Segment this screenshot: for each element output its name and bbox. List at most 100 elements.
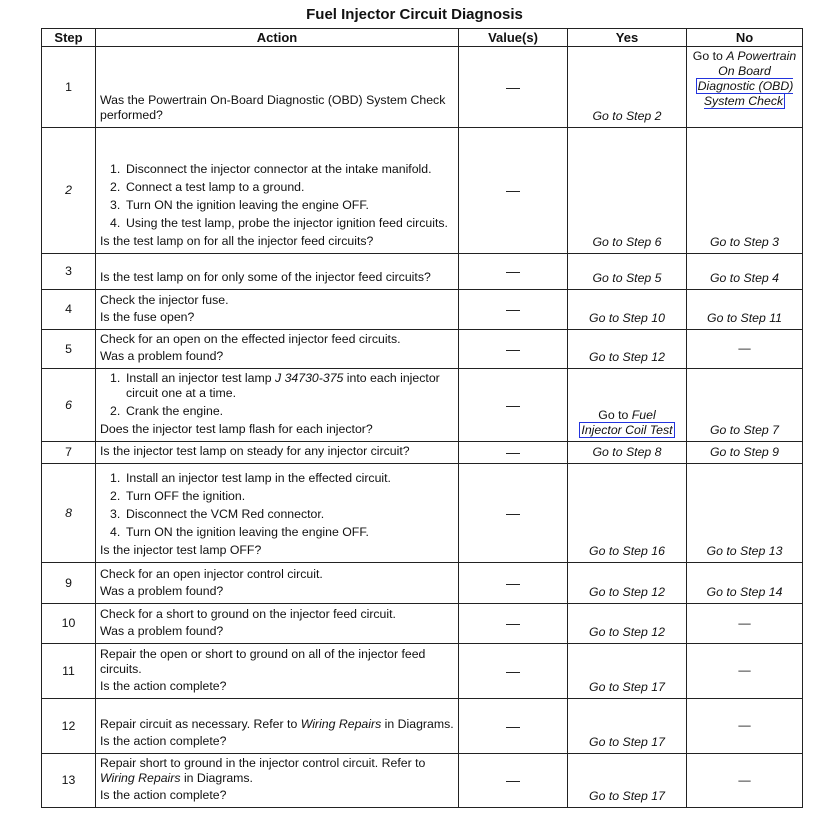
action-list-item: 1. Install an injector test lamp J 34730-…	[110, 371, 454, 401]
action-cell: Was the Powertrain On-Board Diagnostic (…	[95, 46, 459, 128]
value-cell: —	[458, 289, 568, 330]
action-text: Was a problem found?	[100, 584, 454, 599]
list-text: Turn OFF the ignition.	[126, 489, 245, 504]
list-text: Connect a test lamp to a ground.	[126, 180, 304, 195]
value-cell: —	[458, 753, 568, 808]
list-number: 1.	[110, 371, 121, 385]
text-segment: Install an injector test lamp in the eff…	[126, 471, 391, 485]
action-list-item: 4. Turn ON the ignition leaving the engin…	[110, 525, 454, 540]
list-text: Turn ON the ignition leaving the engine …	[126, 198, 369, 213]
step-number: 13	[41, 753, 96, 808]
diagnosis-table: Step Action Value(s) Yes No 1 Was the Pow…	[41, 28, 803, 808]
table-row: 13 Repair short to ground in the injector…	[41, 753, 803, 808]
text-segment: Go to Step 12	[589, 585, 665, 599]
text-segment: Check for a short to ground on the injec…	[100, 607, 396, 621]
list-number: 2.	[110, 404, 121, 418]
no-cell: Go to Step 14	[686, 562, 803, 604]
yes-cell: Go to Step 16	[567, 463, 687, 563]
text-segment: Go to Step 8	[592, 445, 662, 459]
no-cell: —	[686, 753, 803, 808]
text-segment: —	[738, 663, 751, 677]
action-text: Is the injector test lamp OFF?	[100, 543, 454, 558]
text-segment: Go to Step 10	[589, 311, 665, 325]
action-cell: 1. Install an injector test lamp in the e…	[95, 463, 459, 563]
value-cell: —	[458, 463, 568, 563]
text-segment: Wiring Repairs	[300, 717, 382, 731]
action-cell: Check for an open on the effected inject…	[95, 329, 459, 369]
cross-reference-link[interactable]: Diagnostic (OBD) System Check	[695, 78, 794, 109]
no-cell: —	[686, 329, 803, 369]
action-list-item: 3. Turn ON the ignition leaving the engin…	[110, 198, 454, 213]
header-action: Action	[95, 28, 459, 47]
text-segment: Is the injector test lamp OFF?	[100, 543, 262, 557]
action-cell: Repair circuit as necessary. Refer to Wi…	[95, 698, 459, 754]
yes-cell: Go to Step 17	[567, 698, 687, 754]
action-text: Was a problem found?	[100, 349, 454, 364]
action-list-item: 1. Install an injector test lamp in the e…	[110, 471, 454, 486]
action-text: Is the test lamp on for only some of the…	[100, 270, 454, 285]
list-number: 1.	[110, 471, 121, 485]
no-cell: Go to Step 4	[686, 253, 803, 290]
action-text: Is the test lamp on for all the injector…	[100, 234, 454, 249]
list-text: Disconnect the VCM Red connector.	[126, 507, 324, 522]
list-text: Using the test lamp, probe the injector …	[126, 216, 448, 231]
table-row: 12 Repair circuit as necessary. Refer to …	[41, 698, 803, 754]
list-number: 2.	[110, 489, 121, 503]
list-text: Install an injector test lamp in the eff…	[126, 471, 391, 486]
action-text: Is the action complete?	[100, 679, 454, 694]
step-number: 8	[41, 463, 96, 563]
step-number: 3	[41, 253, 96, 290]
yes-cell: Go to Step 6	[567, 127, 687, 254]
list-number: 3.	[110, 507, 121, 521]
text-segment: Go to	[692, 49, 727, 63]
text-segment: in Diagrams.	[381, 717, 454, 731]
action-text: Is the action complete?	[100, 734, 454, 749]
step-number: 2	[41, 127, 96, 254]
text-segment: Was a problem found?	[100, 349, 224, 363]
yes-cell: Go to Step 17	[567, 643, 687, 699]
step-number: 11	[41, 643, 96, 699]
text-segment: Check the injector fuse.	[100, 293, 229, 307]
cross-reference-link[interactable]: Injector Coil Test	[579, 422, 675, 438]
text-segment: Is the action complete?	[100, 734, 227, 748]
text-segment: Go to Step 3	[709, 235, 780, 249]
text-segment: Is the fuse open?	[100, 310, 195, 324]
text-segment: Go to Step 2	[592, 109, 662, 123]
header-step: Step	[41, 28, 96, 47]
value-cell: —	[458, 253, 568, 290]
no-cell: Go to A Powertrain On Board Diagnostic (O…	[686, 46, 803, 128]
action-text: Does the injector test lamp flash for ea…	[100, 422, 454, 437]
value-cell: —	[458, 46, 568, 128]
text-segment: Crank the engine.	[126, 404, 224, 418]
list-text: Disconnect the injector connector at the…	[126, 162, 432, 177]
header-yes: Yes	[567, 28, 687, 47]
list-text: Turn ON the ignition leaving the engine …	[126, 525, 369, 540]
table-row: 10 Check for a short to ground on the inj…	[41, 603, 803, 644]
action-list-item: 2. Crank the engine.	[110, 404, 454, 419]
text-segment: Go to Step 5	[592, 271, 662, 285]
action-text: Check for a short to ground on the injec…	[100, 607, 454, 622]
no-cell: —	[686, 643, 803, 699]
text-segment: Was a problem found?	[100, 624, 224, 638]
step-number: 9	[41, 562, 96, 604]
no-cell: Go to Step 3	[686, 127, 803, 254]
text-segment: Wiring Repairs	[100, 771, 181, 785]
list-number: 3.	[110, 198, 121, 212]
action-list-item: 2. Turn OFF the ignition.	[110, 489, 454, 504]
action-list-item: 4. Using the test lamp, probe the injecto…	[110, 216, 454, 231]
text-segment: Check for an open injector control circu…	[100, 567, 323, 581]
text-segment: Go to Step 17	[589, 735, 665, 749]
text-segment: Go to Step 17	[589, 680, 665, 694]
step-number: 7	[41, 441, 96, 464]
action-text: Is the action complete?	[100, 788, 454, 803]
action-text: Check for an open injector control circu…	[100, 567, 454, 582]
header-row: Step Action Value(s) Yes No	[41, 28, 803, 47]
list-text: Crank the engine.	[126, 404, 223, 419]
text-segment: Repair short to ground in the injector c…	[100, 756, 426, 770]
value-cell: —	[458, 562, 568, 604]
action-cell: Is the test lamp on for only some of the…	[95, 253, 459, 290]
value-cell: —	[458, 329, 568, 369]
text-segment: Does the injector test lamp flash for ea…	[100, 422, 373, 436]
action-cell: 1. Disconnect the injector connector at t…	[95, 127, 459, 254]
text-segment: Go to Step 12	[589, 625, 665, 639]
